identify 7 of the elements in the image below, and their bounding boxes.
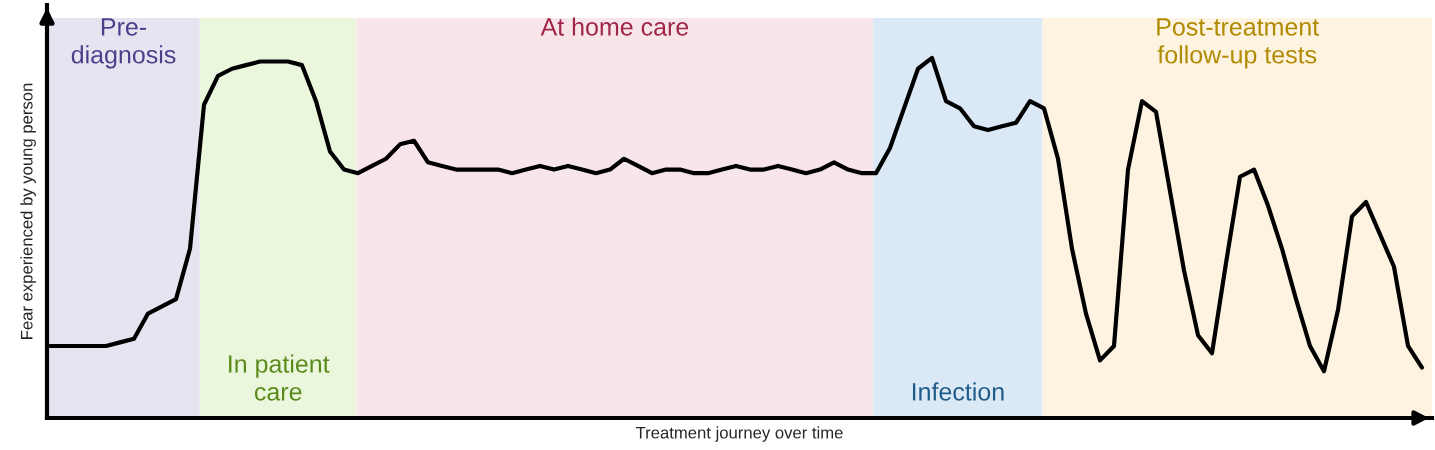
- annotation: Infection: [912, 382, 1004, 401]
- annotation: Post-treatment follow-up tests: [1157, 18, 1319, 69]
- x-axis-title: Treatment journey over time: [635, 426, 843, 442]
- y-axis-title: Fear experienced by young person: [20, 83, 36, 339]
- annotation: Pre- diagnosis: [71, 18, 176, 69]
- text: At home care: [540, 17, 689, 36]
- annotation: In patient care: [229, 354, 330, 401]
